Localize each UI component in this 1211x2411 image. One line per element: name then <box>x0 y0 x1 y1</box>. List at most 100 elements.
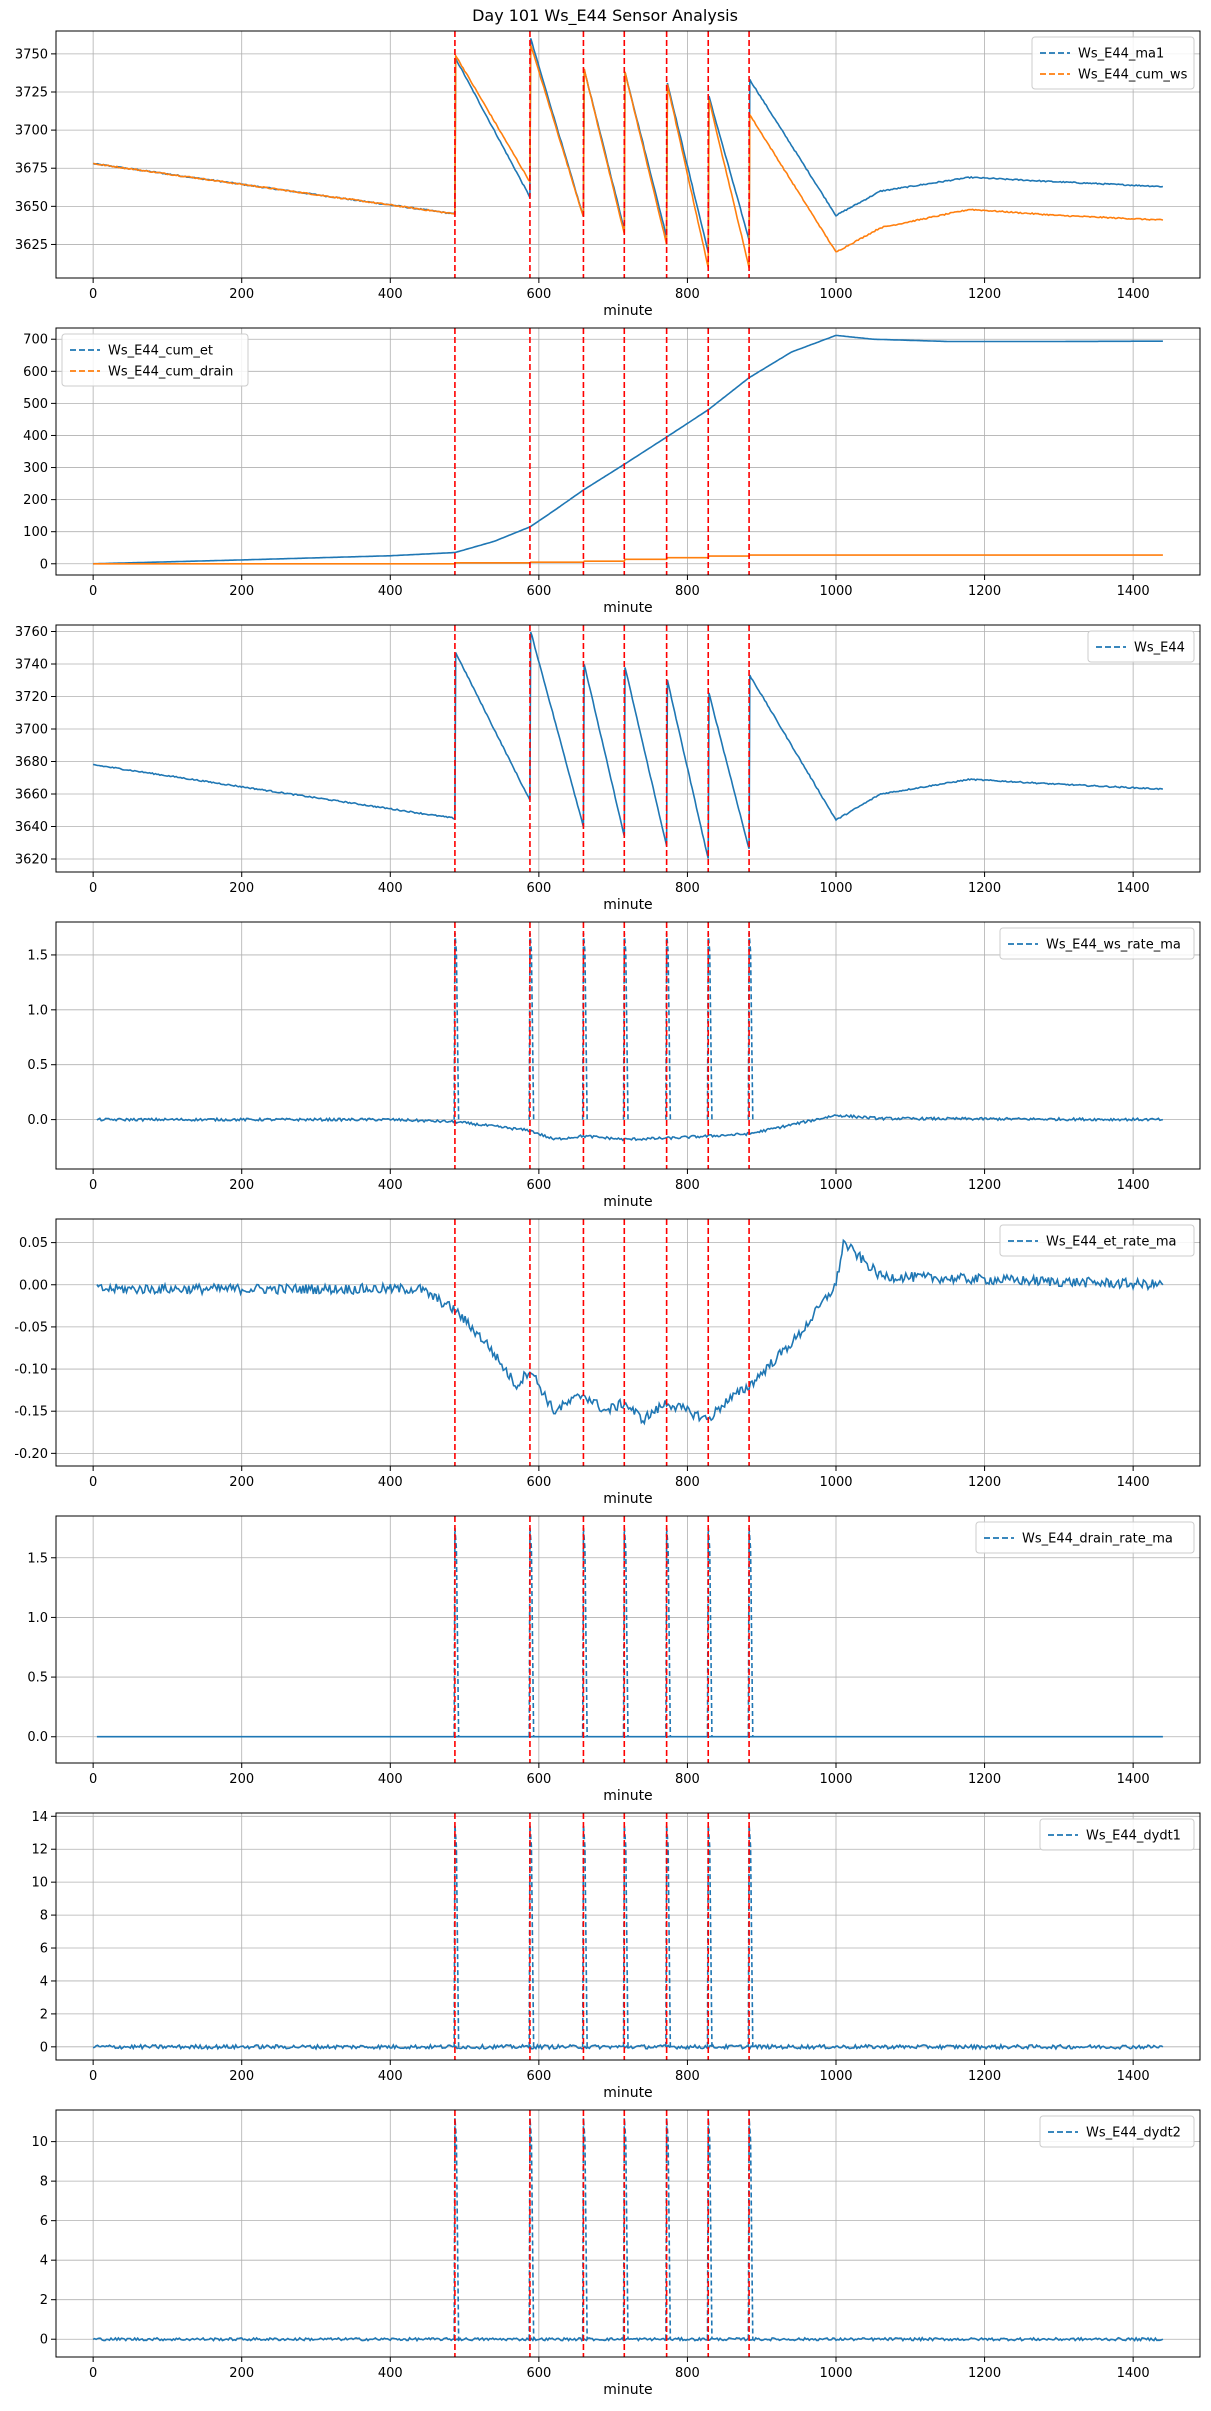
plot-area <box>92 1813 1164 2060</box>
x-axis-label: minute <box>603 2085 652 2101</box>
x-tick-label: 1400 <box>1117 1178 1150 1193</box>
legend: Ws_E44_ws_rate_ma <box>999 927 1195 960</box>
legend-label: Ws_E44_cum_et <box>108 344 213 359</box>
x-tick-label: 1000 <box>819 584 852 599</box>
x-axis-label: minute <box>603 1788 652 1804</box>
y-tick-label: 3660 <box>15 788 48 803</box>
x-tick-label: 200 <box>229 287 254 302</box>
x-tick-label: 1000 <box>819 881 852 896</box>
x-tick-label: 1400 <box>1117 287 1150 302</box>
x-tick-label: 800 <box>675 584 700 599</box>
x-tick-label: 1200 <box>968 287 1001 302</box>
y-tick-label: -0.20 <box>14 1447 48 1462</box>
x-axis-label: minute <box>603 600 652 616</box>
chart-panel-3: 0 200 400 600 800 1000 1200 1400 3620 3640 3660 368… <box>15 624 1201 913</box>
legend: Ws_E44_cum_et Ws_E44_cum_drain <box>61 333 249 387</box>
x-tick-label: 1000 <box>819 1475 852 1490</box>
legend-label: Ws_E44_et_rate_ma <box>1046 1235 1177 1250</box>
plot-area <box>96 1219 1164 1466</box>
x-tick-label: 1200 <box>968 584 1001 599</box>
x-tick-label: 400 <box>378 584 403 599</box>
legend-box <box>999 927 1195 960</box>
plot-area <box>92 31 1164 278</box>
series-line-Ws_E44_cum_drain <box>93 554 1163 565</box>
x-tick-label: 1000 <box>819 2069 852 2084</box>
x-tick-label: 0 <box>89 881 97 896</box>
series-line-Ws_E44_dydt1 <box>92 2042 1164 2051</box>
x-tick-label: 200 <box>229 1178 254 1193</box>
y-tick-label: 4 <box>40 2254 48 2269</box>
legend-label: Ws_E44_ws_rate_ma <box>1046 938 1181 953</box>
x-tick-label: 600 <box>526 1178 551 1193</box>
x-tick-label: 400 <box>378 2366 403 2381</box>
axes-frame <box>55 1218 1201 1467</box>
x-tick-label: 600 <box>526 2366 551 2381</box>
x-tick-label: 0 <box>89 1772 97 1787</box>
y-tick-label: 3680 <box>15 755 48 770</box>
x-tick-label: 200 <box>229 2366 254 2381</box>
legend-box <box>975 1521 1195 1554</box>
y-tick-label: 3750 <box>15 47 48 62</box>
x-tick-label: 1200 <box>968 881 1001 896</box>
x-tick-label: 800 <box>675 1178 700 1193</box>
x-tick-label: 800 <box>675 1772 700 1787</box>
y-tick-label: 3725 <box>15 85 48 100</box>
y-tick-label: 3625 <box>15 238 48 253</box>
x-tick-label: 800 <box>675 2366 700 2381</box>
legend-box <box>1087 630 1195 663</box>
x-axis-label: minute <box>603 897 652 913</box>
y-tick-label: 3700 <box>15 124 48 139</box>
plot-area <box>96 922 1164 1169</box>
y-tick-label: -0.05 <box>14 1320 48 1335</box>
y-tick-label: 10 <box>31 1876 48 1891</box>
axes-frame <box>55 1515 1201 1764</box>
legend-label: Ws_E44_cum_ws <box>1078 68 1188 83</box>
x-tick-label: 200 <box>229 1772 254 1787</box>
x-tick-label: 0 <box>89 1475 97 1490</box>
x-tick-label: 1000 <box>819 1178 852 1193</box>
x-tick-label: 1000 <box>819 287 852 302</box>
y-tick-label: 0.0 <box>27 1730 48 1745</box>
legend-box <box>999 1224 1195 1257</box>
y-tick-label: 0.00 <box>19 1278 48 1293</box>
x-axis-label: minute <box>603 303 652 319</box>
x-tick-label: 200 <box>229 584 254 599</box>
y-tick-label: 0 <box>40 2333 48 2348</box>
x-tick-label: 1400 <box>1117 2069 1150 2084</box>
plot-area <box>93 328 1163 575</box>
x-tick-label: 600 <box>526 1475 551 1490</box>
y-tick-label: -0.10 <box>14 1363 48 1378</box>
x-tick-label: 400 <box>378 287 403 302</box>
y-tick-label: 1.5 <box>27 948 48 963</box>
y-tick-label: 200 <box>23 493 48 508</box>
y-tick-label: 12 <box>31 1843 48 1858</box>
x-tick-label: 1200 <box>968 1772 1001 1787</box>
y-tick-label: 0.5 <box>27 1058 48 1073</box>
x-tick-label: 1000 <box>819 1772 852 1787</box>
axes-frame <box>55 624 1201 873</box>
series-line-Ws_E44_et_rate_ma <box>96 1238 1164 1426</box>
x-tick-label: 0 <box>89 584 97 599</box>
x-tick-label: 200 <box>229 1475 254 1490</box>
x-tick-label: 1400 <box>1117 881 1150 896</box>
legend-label: Ws_E44_cum_drain <box>108 365 233 380</box>
legend: Ws_E44_et_rate_ma <box>999 1224 1195 1257</box>
y-tick-label: 6 <box>40 2214 48 2229</box>
y-tick-label: 3700 <box>15 723 48 738</box>
x-tick-label: 400 <box>378 1178 403 1193</box>
y-tick-label: 8 <box>40 1909 48 1924</box>
x-tick-label: 1400 <box>1117 1772 1150 1787</box>
axes-frame <box>55 30 1201 279</box>
chart-panel-5: 0 200 400 600 800 1000 1200 1400 -0.20 -0.15 -0.10… <box>14 1218 1201 1507</box>
series-line-Ws_E44 <box>92 631 1164 859</box>
plot-area <box>96 1516 1163 1763</box>
legend-label: Ws_E44_dydt1 <box>1086 1829 1181 1844</box>
y-tick-label: 0.0 <box>27 1113 48 1128</box>
plot-area <box>92 625 1164 872</box>
x-tick-label: 1400 <box>1117 584 1150 599</box>
y-tick-label: -0.15 <box>14 1405 48 1420</box>
x-tick-label: 600 <box>526 1772 551 1787</box>
x-tick-label: 0 <box>89 2366 97 2381</box>
plot-area <box>92 2110 1164 2357</box>
